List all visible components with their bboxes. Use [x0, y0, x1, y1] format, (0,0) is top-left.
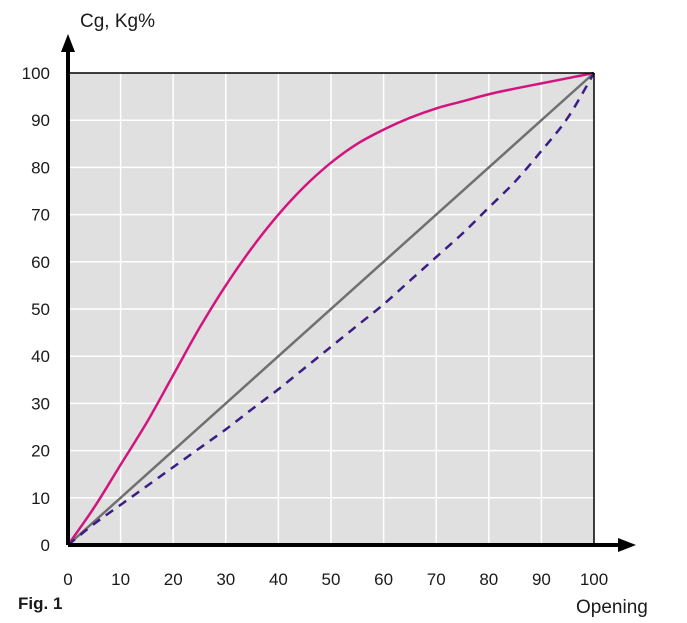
x-tick-label: 30: [216, 570, 235, 589]
y-axis-arrow-icon: [61, 34, 75, 52]
y-tick-label: 40: [31, 347, 50, 366]
y-tick-label: 30: [31, 394, 50, 413]
y-tick-label: 70: [31, 206, 50, 225]
x-tick-label: 20: [164, 570, 183, 589]
x-tick-label: 70: [427, 570, 446, 589]
figure-label: Fig. 1: [18, 594, 63, 613]
x-tick-label: 90: [532, 570, 551, 589]
x-tick-label: 10: [111, 570, 130, 589]
x-tick-label: 40: [269, 570, 288, 589]
y-tick-label: 90: [31, 111, 50, 130]
series-line-concave: [66, 71, 595, 546]
y-axis-title: Cg, Kg%: [80, 11, 155, 32]
y-tick-label: 0: [41, 536, 50, 555]
x-tick-label: 80: [479, 570, 498, 589]
x-tick-label: 60: [374, 570, 393, 589]
x-axis-title: Opening: [576, 597, 648, 618]
y-tick-label: 100: [22, 64, 50, 83]
x-tick-label: 100: [580, 570, 608, 589]
series-line-linear: [67, 72, 595, 546]
series-line-dashed: [67, 72, 596, 546]
x-axis-arrow-icon: [618, 538, 636, 552]
x-tick-label: 50: [322, 570, 341, 589]
y-tick-label: 20: [31, 442, 50, 461]
y-tick-label: 50: [31, 300, 50, 319]
y-tick-label: 80: [31, 158, 50, 177]
x-tick-label: 0: [63, 570, 72, 589]
y-tick-label: 60: [31, 253, 50, 272]
y-tick-label: 10: [31, 489, 50, 508]
